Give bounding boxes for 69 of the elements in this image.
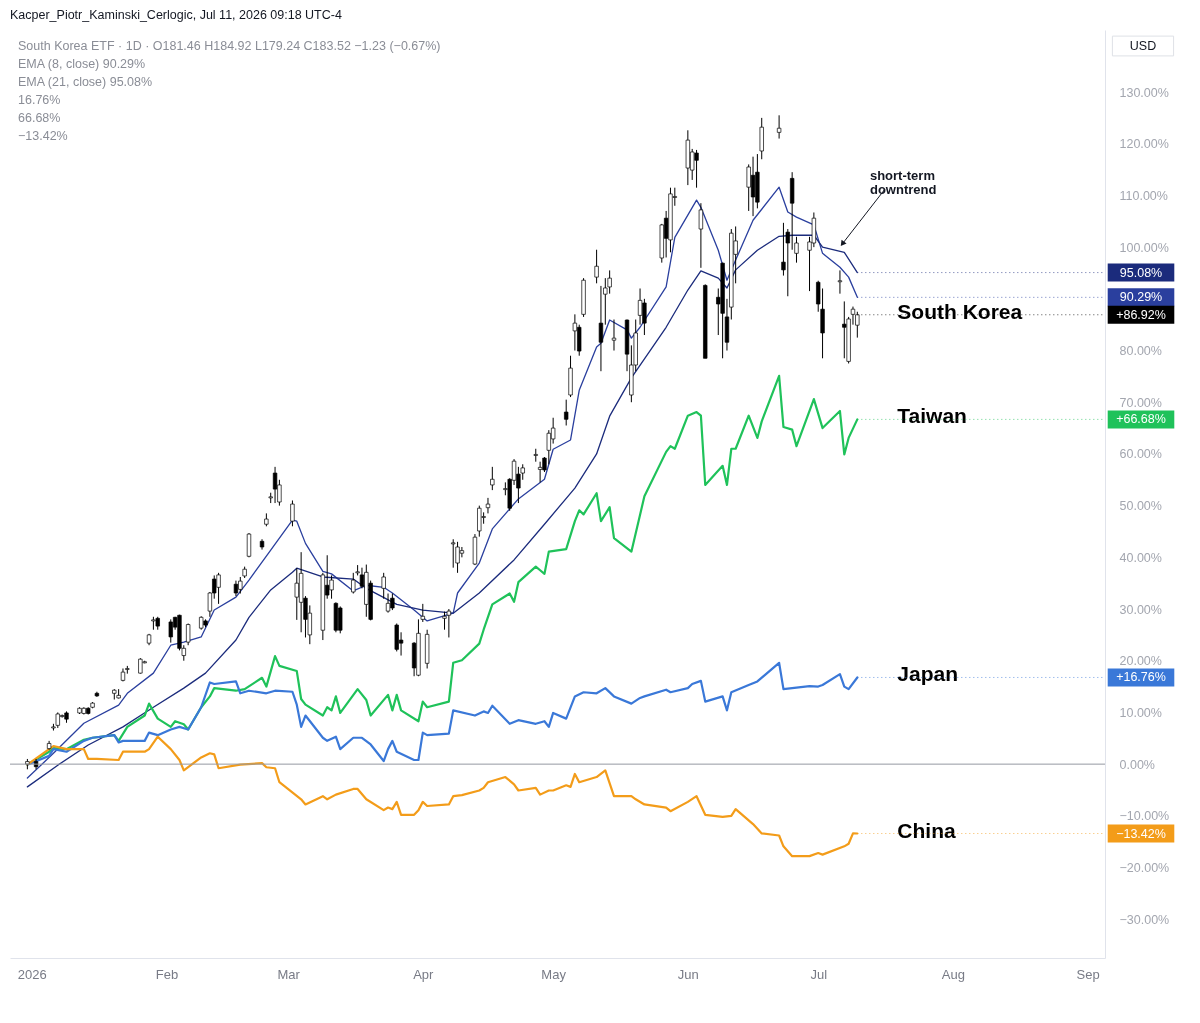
x-tick-label: Feb: [155, 966, 179, 982]
annotation: EMA (8, close) 90.29%: [18, 57, 146, 71]
candlestick: [837, 269, 843, 295]
candlestick: [598, 285, 604, 372]
x-tick-label: Jun: [677, 966, 699, 982]
annotation: 95.08%: [1119, 265, 1163, 280]
annotation: −13.42%: [18, 129, 68, 143]
candlestick: [694, 149, 699, 189]
text: USD: [1129, 39, 1157, 53]
candlestick: [564, 399, 569, 426]
y-tick-label: 70.00%: [1119, 395, 1162, 410]
candlestick: [594, 249, 599, 284]
candlestick: [290, 499, 295, 527]
x-tick-label: Aug: [941, 966, 965, 982]
candlestick: [776, 114, 782, 140]
candlestick: [216, 572, 221, 605]
candlestick: [698, 202, 704, 269]
y-tick-label: 80.00%: [1119, 344, 1162, 359]
x-tick-label: 2026: [17, 966, 47, 982]
annotation: +66.68%: [1116, 412, 1166, 427]
candlestick: [455, 541, 460, 574]
series-label: Taiwan: [897, 404, 967, 428]
series-label: China: [897, 818, 956, 842]
candlestick: [246, 532, 252, 558]
candlestick: [759, 117, 764, 160]
candlestick: [381, 572, 386, 600]
y-tick-label: 60.00%: [1119, 447, 1162, 462]
y-tick-label: 20.00%: [1119, 654, 1162, 669]
candlestick: [446, 608, 452, 638]
annotation: 66.68%: [18, 111, 61, 125]
annotation: 90.29%: [1119, 290, 1163, 305]
series-label: South Korea: [897, 299, 1023, 323]
candlestick: [485, 497, 491, 514]
x-tick-label: Sep: [1076, 966, 1100, 982]
candlestick: [611, 319, 617, 352]
y-tick-label: 30.00%: [1119, 602, 1162, 617]
y-tick-label: 110.00%: [1119, 188, 1168, 203]
y-tick-label: −20.00%: [1119, 861, 1170, 876]
annotation: −13.42%: [1116, 826, 1166, 841]
y-tick-label: 10.00%: [1119, 705, 1162, 720]
candlestick: [842, 300, 847, 359]
candlestick: [451, 538, 456, 569]
y-tick-label: 50.00%: [1119, 499, 1162, 514]
y-tick-label: 120.00%: [1119, 137, 1169, 152]
annotation: EMA (21, close) 95.08%: [18, 75, 153, 89]
annotation: +86.92%: [1116, 307, 1166, 322]
text: Kacper_Piotr_Kaminski_Cerlogic, Jul 11, 2026 09:18 UTC-4: [10, 8, 342, 22]
y-tick-label: 40.00%: [1119, 550, 1162, 565]
x-tick-label: Apr: [413, 966, 435, 982]
candlestick: [490, 466, 495, 491]
annotation: +16.76%: [1116, 670, 1166, 685]
candlestick: [168, 618, 173, 644]
candlestick: [750, 156, 756, 217]
y-tick-label: −10.00%: [1119, 809, 1170, 824]
candlestick: [572, 313, 578, 352]
x-tick-label: Jul: [810, 966, 828, 982]
series-label: Japan: [897, 662, 959, 686]
annotation: 16.76%: [18, 93, 61, 107]
annotation: short-term downtrend: [869, 168, 937, 198]
y-tick-label: 130.00%: [1119, 85, 1169, 100]
y-tick-label: 0.00%: [1119, 757, 1155, 772]
candlestick: [351, 572, 356, 595]
y-tick-label: −30.00%: [1119, 912, 1170, 927]
x-tick-label: Mar: [277, 966, 301, 982]
y-tick-label: 100.00%: [1119, 240, 1169, 255]
candlestick: [537, 461, 543, 483]
annotation: South Korea ETF · 1D · O181.46 H184.92 L179.24 C183.52 −1.23 (−0.67%): [18, 39, 441, 53]
x-tick-label: May: [541, 966, 567, 982]
candlestick: [477, 505, 482, 538]
